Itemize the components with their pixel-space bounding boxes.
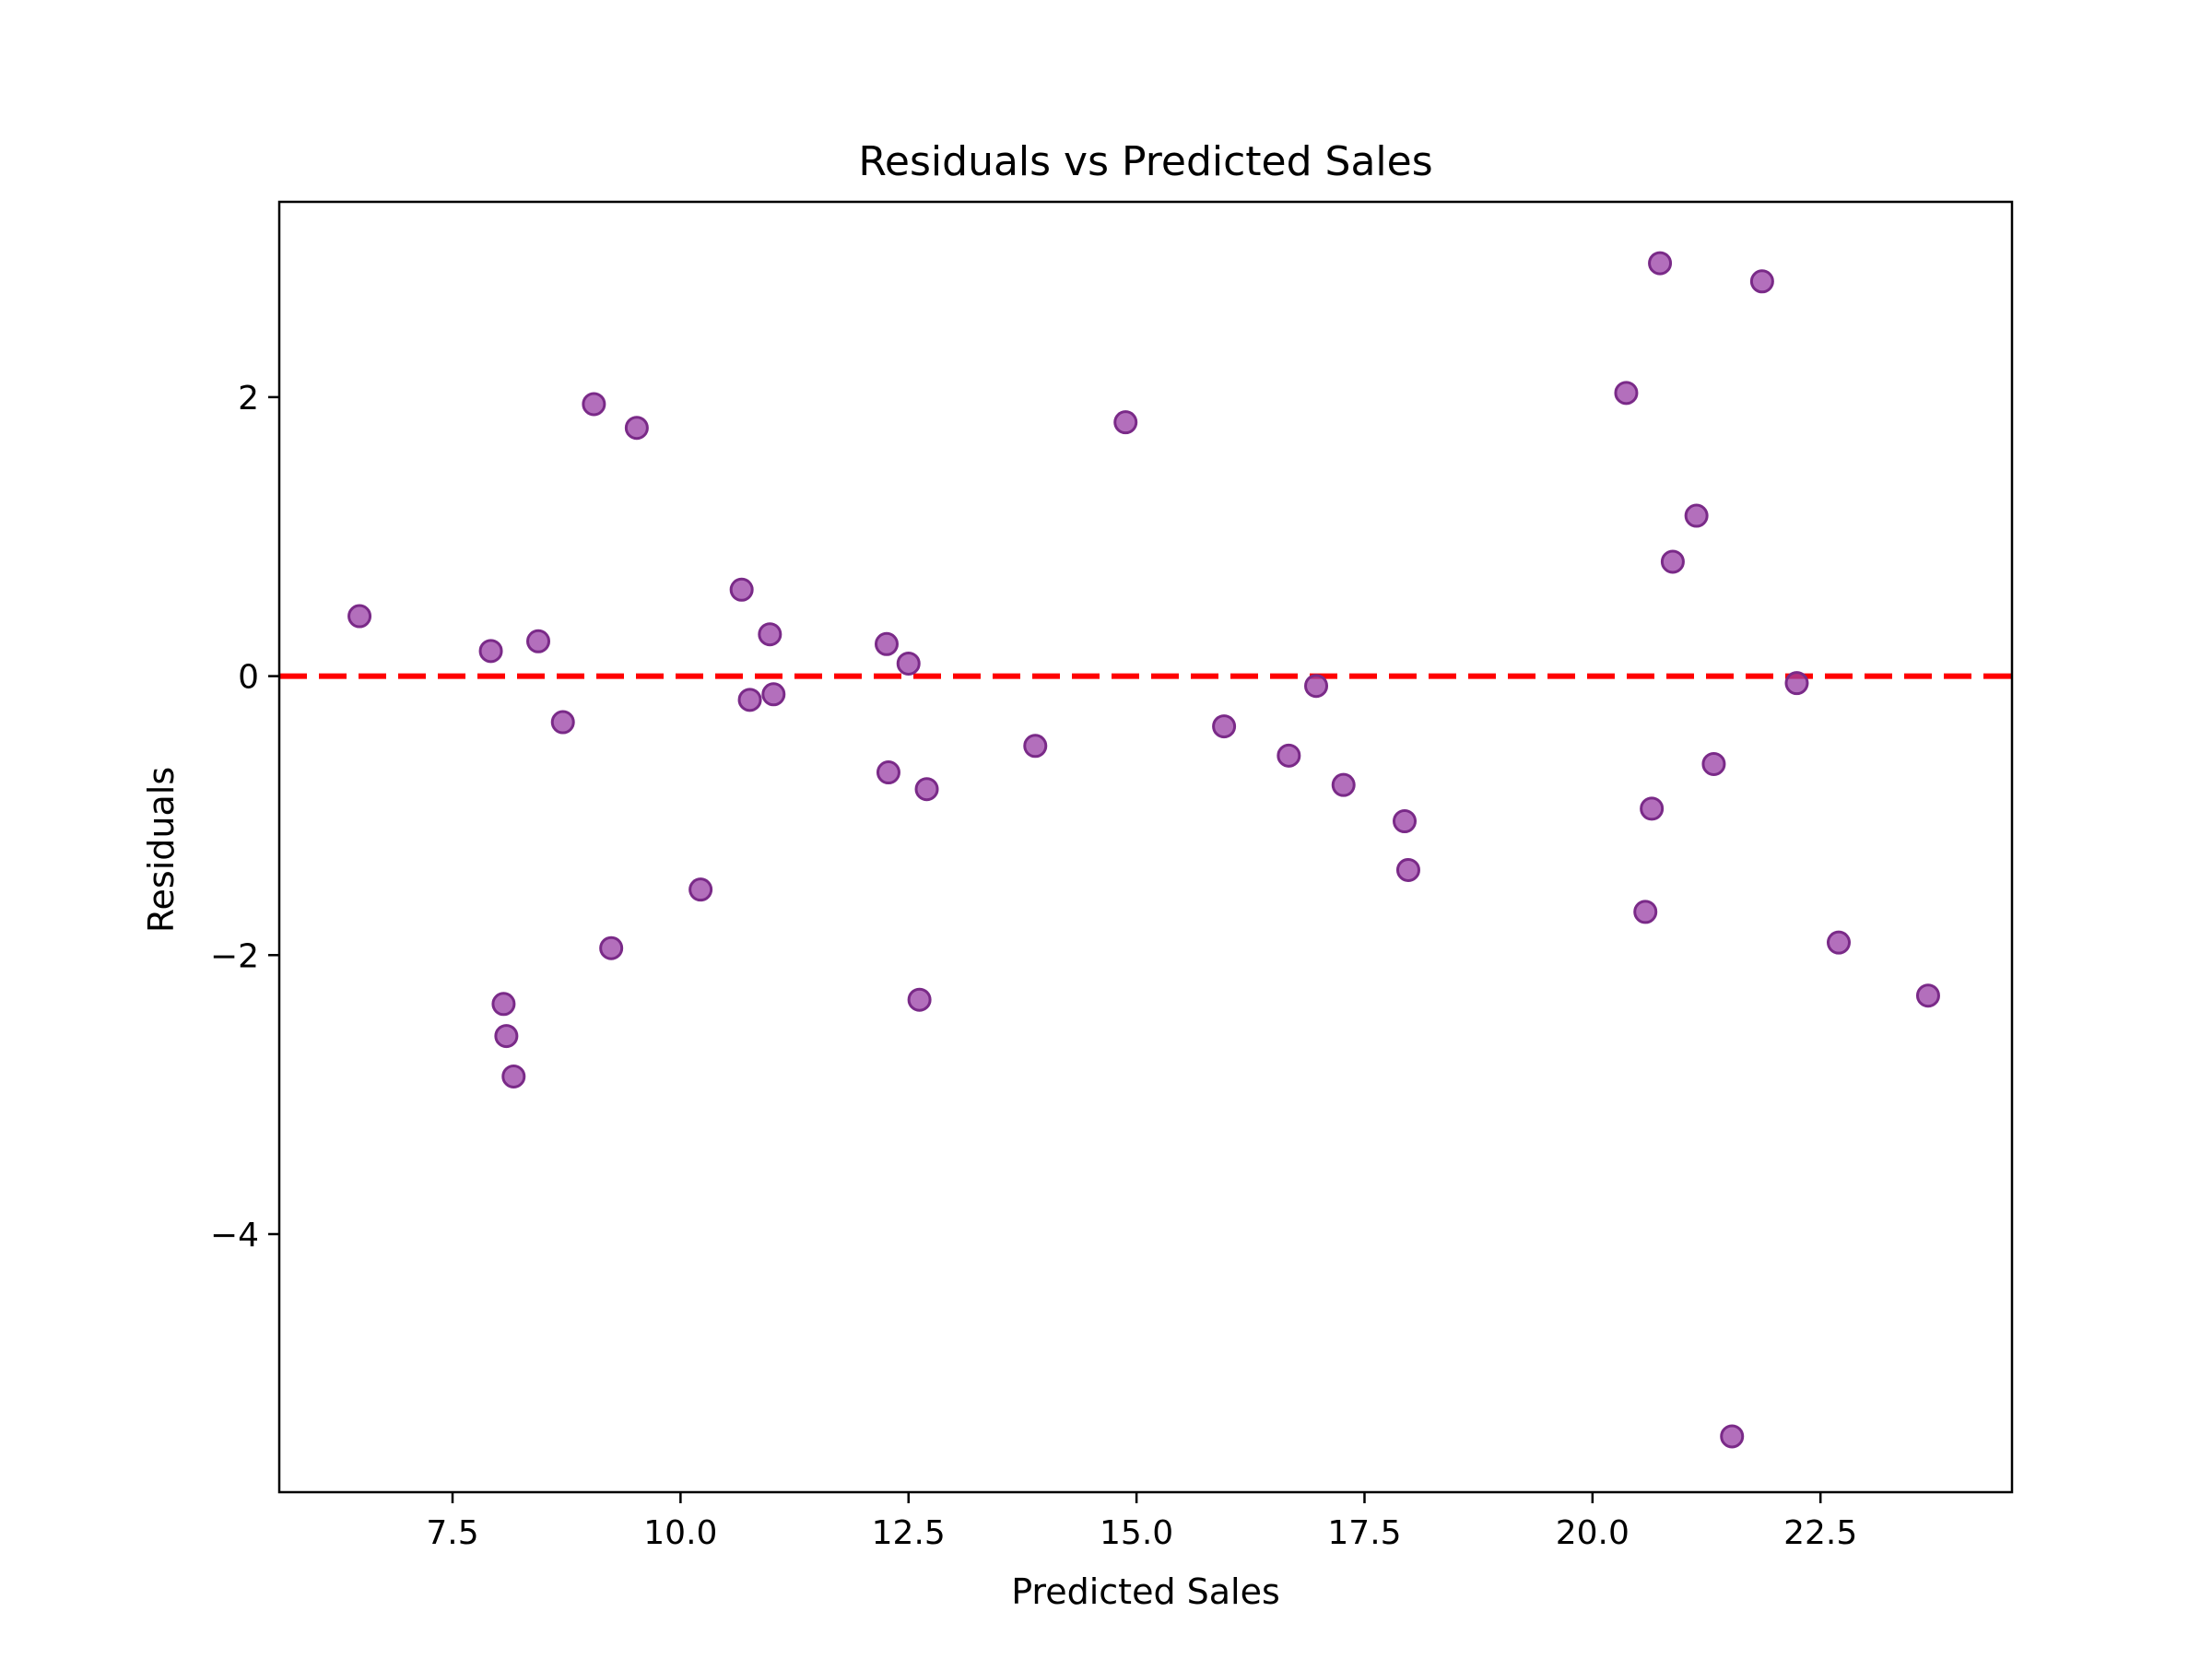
x-tick-label: 7.5 bbox=[426, 1514, 478, 1552]
x-tick-label: 20.0 bbox=[1556, 1514, 1630, 1552]
plot-frame bbox=[277, 200, 2014, 1494]
data-point bbox=[1701, 751, 1726, 776]
data-point bbox=[347, 604, 372, 629]
y-axis-label: Residuals bbox=[141, 767, 182, 933]
data-points bbox=[347, 251, 1940, 1449]
y-tick-label: −4 bbox=[210, 1217, 259, 1254]
data-point bbox=[729, 577, 754, 602]
data-point bbox=[1023, 734, 1048, 759]
data-point bbox=[737, 688, 762, 712]
plot-area bbox=[279, 202, 2012, 1492]
y-tick-label: −2 bbox=[210, 937, 259, 975]
data-point bbox=[1212, 714, 1237, 739]
data-point bbox=[501, 1064, 526, 1088]
x-axis-ticks: 7.5 10.0 12.5 15.0 17.5 20.0 22.5 bbox=[426, 1492, 1857, 1552]
data-point bbox=[758, 622, 782, 647]
data-point bbox=[599, 935, 624, 960]
data-point bbox=[1720, 1424, 1745, 1449]
data-point bbox=[761, 682, 786, 707]
data-point bbox=[1684, 503, 1709, 528]
data-point bbox=[1784, 671, 1809, 696]
data-point bbox=[1633, 900, 1658, 924]
data-point bbox=[914, 777, 939, 802]
data-point bbox=[876, 760, 900, 785]
data-point bbox=[1277, 743, 1301, 768]
data-point bbox=[1393, 809, 1418, 833]
data-point bbox=[1827, 930, 1851, 955]
data-point bbox=[1749, 269, 1774, 294]
data-point bbox=[907, 987, 932, 1012]
data-point bbox=[1304, 674, 1329, 699]
data-point bbox=[688, 877, 713, 902]
data-point bbox=[478, 639, 503, 664]
data-point bbox=[1660, 549, 1685, 574]
data-point bbox=[491, 992, 516, 1017]
data-point bbox=[624, 416, 649, 441]
y-axis-ticks: −4 −2 0 2 bbox=[210, 380, 279, 1254]
data-point bbox=[1614, 381, 1639, 406]
x-tick-label: 17.5 bbox=[1327, 1514, 1401, 1552]
data-point bbox=[494, 1024, 519, 1049]
axes-frame bbox=[277, 200, 2014, 1494]
x-tick-label: 15.0 bbox=[1100, 1514, 1173, 1552]
x-axis-label: Predicted Sales bbox=[1011, 1571, 1280, 1612]
data-point bbox=[1113, 410, 1138, 435]
data-point bbox=[1648, 251, 1673, 276]
data-point bbox=[1640, 796, 1665, 821]
x-tick-label: 10.0 bbox=[643, 1514, 717, 1552]
data-point bbox=[1915, 983, 1940, 1008]
plot-background bbox=[279, 202, 2012, 1492]
data-point bbox=[896, 651, 921, 676]
y-tick-label: 0 bbox=[238, 659, 259, 697]
data-point bbox=[526, 629, 551, 653]
x-tick-label: 22.5 bbox=[1783, 1514, 1857, 1552]
chart-title: Residuals vs Predicted Sales bbox=[858, 138, 1432, 185]
data-point bbox=[1331, 772, 1356, 797]
data-point bbox=[550, 710, 575, 735]
y-tick-label: 2 bbox=[238, 380, 259, 418]
data-point bbox=[1395, 857, 1420, 882]
x-tick-label: 12.5 bbox=[872, 1514, 946, 1552]
data-point bbox=[874, 631, 899, 656]
data-point bbox=[582, 392, 606, 417]
